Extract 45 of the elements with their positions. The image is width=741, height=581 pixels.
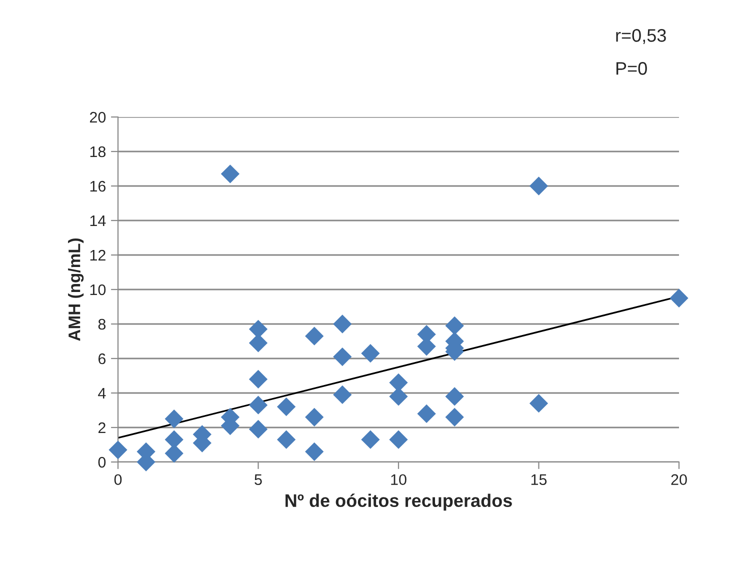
x-tick-label: 5 xyxy=(254,474,262,486)
point xyxy=(333,314,352,334)
x-tick-label: 15 xyxy=(531,474,547,486)
point xyxy=(445,408,464,426)
point xyxy=(276,397,296,416)
x-tick-label: 0 xyxy=(114,474,122,486)
y-tick-label: 16 xyxy=(90,180,106,192)
point xyxy=(670,288,688,308)
point xyxy=(248,320,268,338)
y-tick-label: 2 xyxy=(98,422,106,434)
x-tick-label: 20 xyxy=(671,474,687,486)
point xyxy=(248,420,268,439)
point xyxy=(529,394,548,413)
point xyxy=(276,430,296,449)
point xyxy=(417,404,436,424)
point xyxy=(361,430,380,449)
y-tick-label: 12 xyxy=(90,250,106,261)
point xyxy=(305,408,324,426)
point xyxy=(248,370,268,389)
x-axis-title: Nº de oócitos recuperados xyxy=(286,494,512,511)
point xyxy=(220,164,240,184)
text: r=0,53 xyxy=(616,29,666,44)
y-tick-label: 6 xyxy=(98,353,106,364)
y-tick-label: 10 xyxy=(90,284,106,296)
y-tick-label: 14 xyxy=(90,216,106,226)
x-tick-label: 10 xyxy=(391,474,406,486)
y-tick-label: 8 xyxy=(98,318,106,330)
point xyxy=(333,385,352,404)
point xyxy=(305,442,324,461)
y-tick-label: 0 xyxy=(98,456,106,468)
point xyxy=(389,430,408,449)
point xyxy=(333,347,352,366)
point xyxy=(248,396,268,414)
point xyxy=(164,410,184,428)
point xyxy=(305,326,324,346)
point xyxy=(529,176,548,196)
point xyxy=(445,316,464,336)
y-tick-label: 4 xyxy=(98,388,106,399)
y-tick-label: 20 xyxy=(90,112,106,123)
y-axis-title: AMH (ng/mL) xyxy=(68,238,84,341)
point xyxy=(445,387,464,406)
text: P=0 xyxy=(616,62,647,75)
y-tick-label: 18 xyxy=(90,146,106,158)
point xyxy=(108,440,128,460)
point xyxy=(361,344,380,363)
